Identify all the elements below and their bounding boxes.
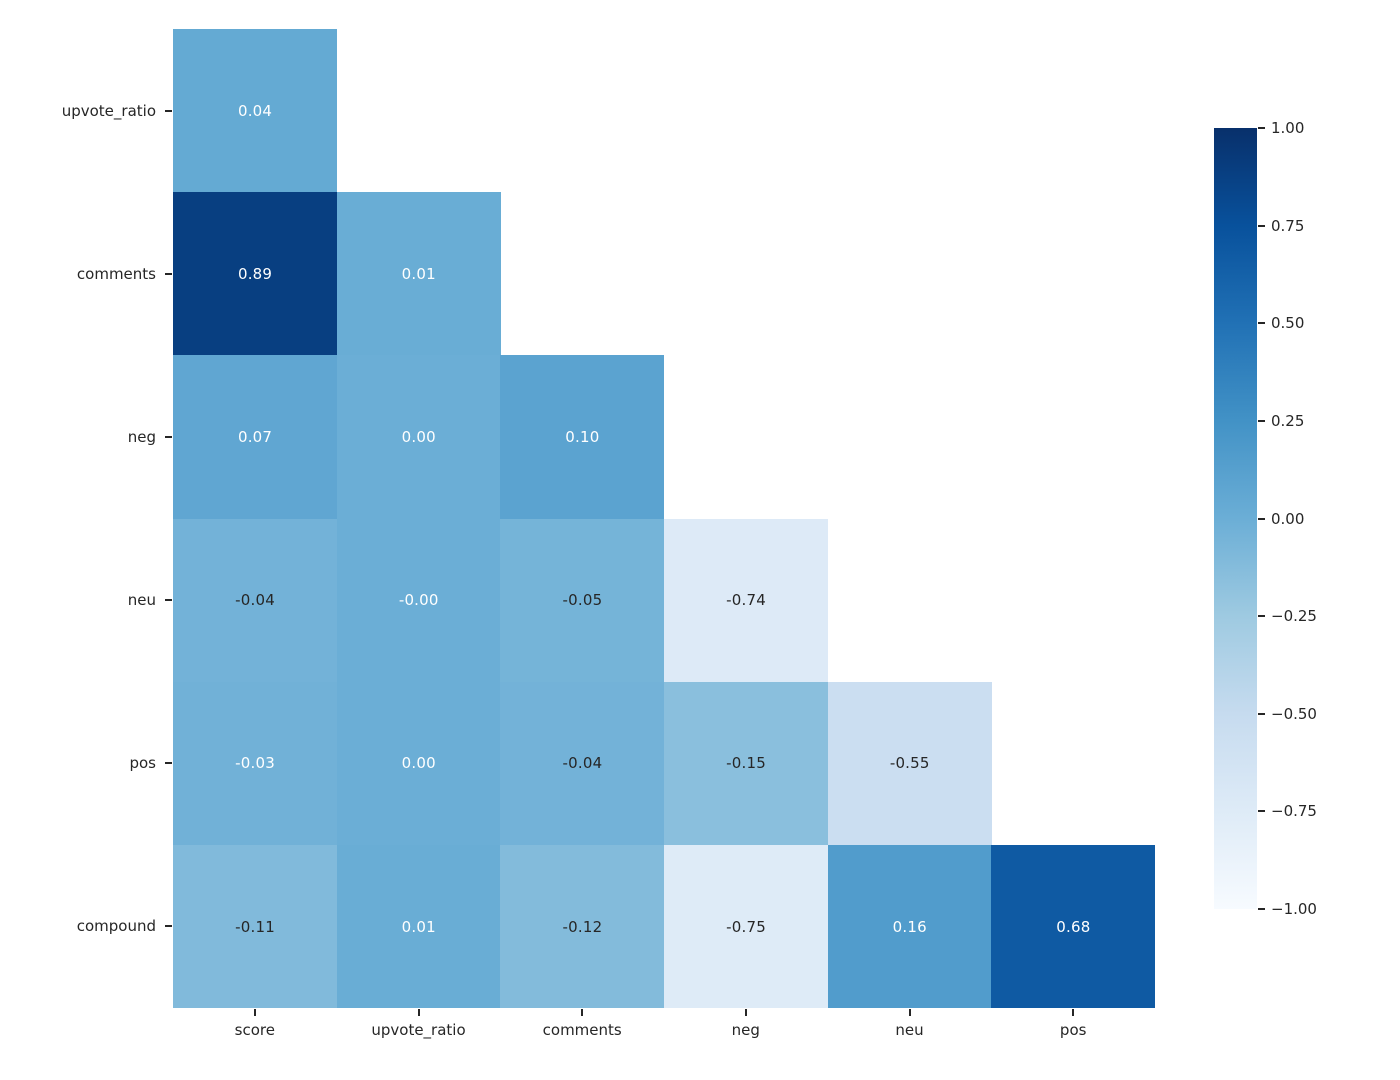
colorbar-tick-label-1.00: 1.00	[1271, 119, 1305, 137]
heatmap-cell-comments-score: 0.89	[173, 192, 338, 356]
colorbar-tick-mark	[1258, 127, 1265, 129]
y-tick-mark	[165, 599, 172, 602]
y-tick-label-neu: neu	[127, 591, 156, 610]
heatmap-cell-compound-upvote_ratio: 0.01	[336, 844, 501, 1009]
heatmap-cell-neg-comments: 0.10	[500, 355, 665, 519]
x-tick-mark	[908, 1009, 911, 1016]
heatmap-cell-pos-comments: -0.04	[500, 681, 665, 846]
colorbar-tick-label-−0.25: −0.25	[1271, 607, 1317, 626]
x-tick-label-comments: comments	[542, 1021, 622, 1039]
heatmap-cell-neu-comments: -0.05	[500, 518, 665, 683]
heatmap-cell-neg-score: 0.07	[173, 355, 338, 519]
colorbar-tick-mark	[1258, 517, 1265, 520]
y-tick-mark	[165, 272, 172, 275]
colorbar-tick-label-0.00: 0.00	[1271, 509, 1305, 528]
heatmap-cell-upvote_ratio-score: 0.04	[173, 29, 338, 193]
colorbar-tick-label-−1.00: −1.00	[1271, 900, 1317, 918]
x-tick-label-score: score	[234, 1021, 275, 1039]
colorbar-tick-mark	[1258, 224, 1265, 227]
y-tick-mark	[165, 435, 172, 438]
x-tick-mark	[253, 1009, 256, 1016]
heatmap-cell-pos-score: -0.03	[173, 681, 338, 846]
colorbar-tick-mark	[1258, 322, 1265, 325]
x-tick-label-neg: neg	[731, 1021, 760, 1039]
y-tick-label-compound: compound	[76, 917, 156, 936]
colorbar-tick-label-0.25: 0.25	[1271, 411, 1305, 430]
colorbar-tick-label-0.75: 0.75	[1271, 216, 1305, 235]
x-tick-label-upvote_ratio: upvote_ratio	[371, 1021, 466, 1039]
y-tick-mark	[165, 109, 172, 112]
heatmap-cell-neu-upvote_ratio: -0.00	[336, 518, 501, 683]
x-tick-label-neu: neu	[895, 1021, 924, 1039]
y-tick-label-upvote_ratio: upvote_ratio	[61, 101, 156, 120]
heatmap-cell-compound-score: -0.11	[173, 844, 338, 1009]
heatmap-cell-pos-upvote_ratio: 0.00	[336, 681, 501, 846]
y-tick-mark	[165, 925, 172, 928]
x-tick-label-pos: pos	[1059, 1021, 1087, 1039]
y-tick-mark	[165, 762, 172, 765]
heatmap-cell-pos-neg: -0.15	[664, 681, 829, 846]
x-tick-mark	[417, 1009, 420, 1016]
heatmap-cell-comments-upvote_ratio: 0.01	[336, 192, 501, 356]
colorbar-tick-mark	[1258, 810, 1265, 813]
heatmap-cell-neu-neg: -0.74	[664, 518, 829, 683]
colorbar-tick-label-−0.50: −0.50	[1271, 704, 1317, 723]
colorbar-tick-mark	[1258, 419, 1265, 422]
x-tick-mark	[744, 1009, 747, 1016]
colorbar-tick-label-−0.75: −0.75	[1271, 802, 1317, 821]
colorbar-tick-label-0.50: 0.50	[1271, 314, 1305, 333]
heatmap-cell-neu-score: -0.04	[173, 518, 338, 683]
heatmap-cell-neg-upvote_ratio: 0.00	[336, 355, 501, 519]
x-tick-mark	[581, 1009, 584, 1016]
x-tick-mark	[1072, 1009, 1075, 1016]
heatmap-cell-pos-neu: -0.55	[827, 681, 992, 846]
heatmap-cell-compound-neu: 0.16	[827, 844, 992, 1009]
colorbar-tick-mark	[1258, 908, 1265, 910]
y-tick-label-neg: neg	[127, 427, 156, 446]
heatmap-grid: 0.04 0.89 0.01 0.07 0.00 0.10 -0.04 -0.00 -0.05-…	[173, 29, 1156, 1009]
y-tick-label-comments: comments	[76, 264, 156, 283]
heatmap-cell-compound-comments: -0.12	[500, 844, 665, 1009]
colorbar	[1214, 128, 1257, 909]
heatmap-cell-compound-pos: 0.68	[991, 844, 1156, 1009]
colorbar-tick-mark	[1258, 615, 1265, 618]
colorbar-tick-mark	[1258, 712, 1265, 715]
y-tick-label-pos: pos	[129, 754, 156, 773]
heatmap-cell-compound-neg: -0.75	[664, 844, 829, 1009]
